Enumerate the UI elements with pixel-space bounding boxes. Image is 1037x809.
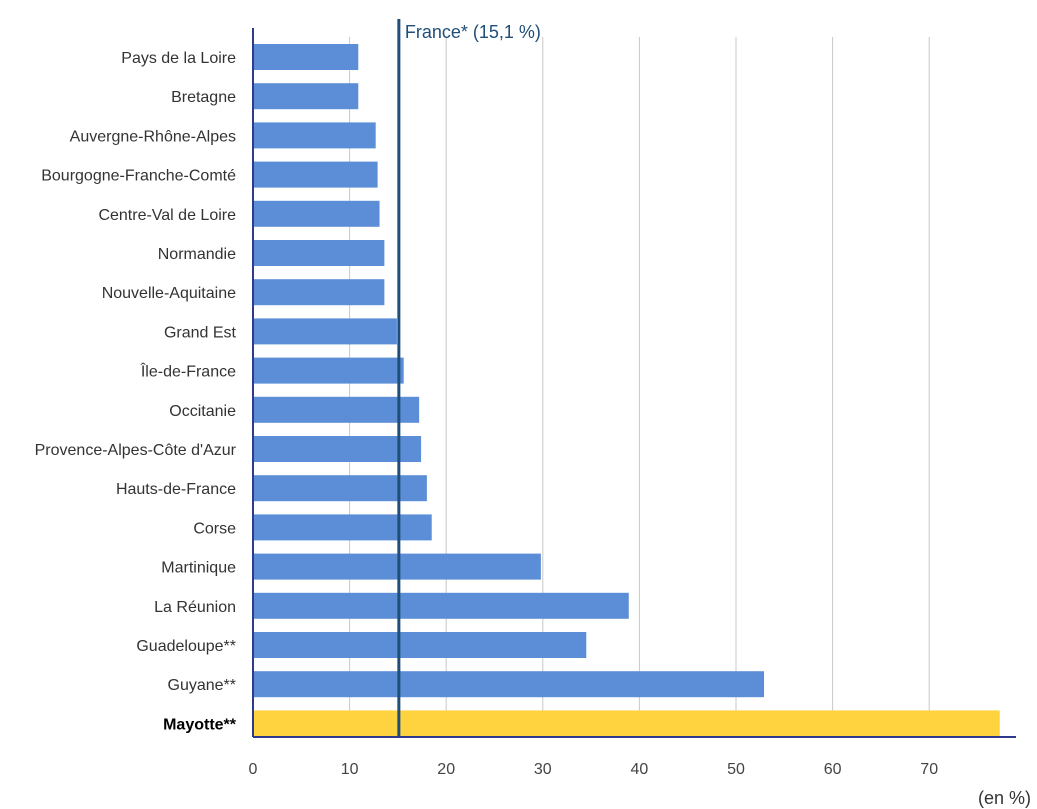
category-label: Nouvelle-Aquitaine [102, 285, 236, 302]
category-label: Bourgogne-Franche-Comté [41, 168, 236, 185]
category-label: La Réunion [154, 599, 236, 616]
bar [253, 396, 420, 423]
bar [253, 200, 380, 227]
bar [253, 632, 587, 658]
category-label: Guadeloupe** [136, 638, 236, 655]
bar [253, 279, 385, 306]
axes [252, 28, 1016, 738]
x-tick-label: 0 [249, 761, 258, 778]
bar [253, 240, 385, 266]
category-label: Provence-Alpes-Côte d'Azur [35, 442, 237, 459]
reference-line-group: France* (15,1 %) [397, 19, 541, 737]
category-label: Centre-Val de Loire [98, 207, 236, 224]
bar [253, 83, 359, 110]
bar [253, 475, 427, 502]
category-label: Occitanie [169, 403, 236, 420]
bar [253, 514, 432, 541]
x-tick-labels: 0 10 20 30 40 50 60 70 [249, 761, 939, 778]
bar [253, 671, 765, 698]
bar [253, 122, 376, 149]
category-label: Hauts-de-France [116, 481, 236, 498]
category-label: Martinique [161, 560, 236, 577]
bar [253, 553, 541, 580]
category-label: Bretagne [171, 89, 236, 106]
category-label: Grand Est [164, 324, 237, 341]
category-label: Normandie [158, 246, 236, 263]
category-label: Île-de-France [140, 362, 236, 381]
unit-label: (en %) [978, 788, 1031, 808]
bar [253, 710, 1000, 737]
x-tick-label: 50 [727, 761, 745, 778]
category-label: Corse [193, 520, 236, 537]
bar [253, 592, 629, 619]
bar [253, 436, 422, 462]
grid-lines [349, 37, 930, 737]
x-tick-label: 20 [437, 761, 455, 778]
france-reference-label: France* (15,1 %) [405, 22, 541, 42]
bars [253, 44, 1000, 737]
x-tick-label: 70 [920, 761, 938, 778]
bar [253, 318, 397, 345]
bar [253, 161, 378, 188]
category-label: Guyane** [168, 677, 237, 694]
x-tick-label: 40 [631, 761, 649, 778]
x-tick-label: 30 [534, 761, 552, 778]
bar [253, 357, 404, 384]
category-labels: Pays de la Loire Bretagne Auvergne-Rhône-A… [35, 50, 237, 733]
bar [253, 44, 359, 70]
category-label: Pays de la Loire [121, 50, 236, 67]
category-label: Mayotte** [163, 716, 237, 733]
category-label: Auvergne-Rhône-Alpes [70, 128, 236, 145]
x-tick-label: 10 [341, 761, 359, 778]
x-tick-label: 60 [824, 761, 842, 778]
